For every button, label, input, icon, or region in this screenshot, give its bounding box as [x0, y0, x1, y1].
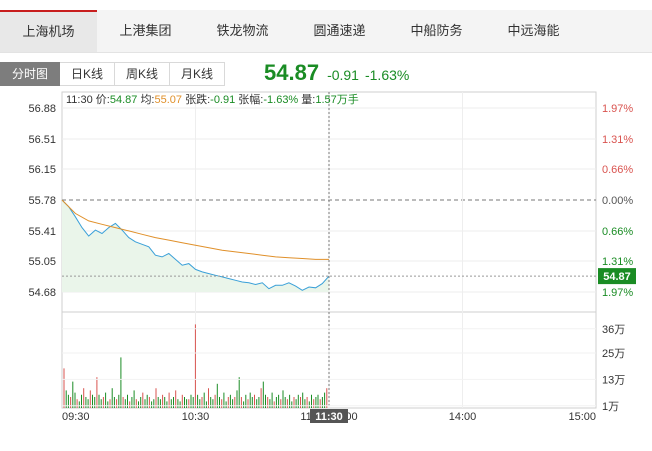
y-tick-left: 54.68	[28, 287, 56, 299]
current-price-tag	[598, 268, 636, 285]
y-tick-right: 1.31%	[602, 134, 633, 146]
y-tick-left: 56.15	[28, 164, 56, 176]
intraday-chart[interactable]: 56.88 1.97% 56.51 1.31% 56.15 0.66% 55.78 0.00%…	[0, 86, 652, 446]
info-segment: 1.57万手	[315, 92, 358, 106]
x-tick: 10:30	[182, 411, 210, 423]
period-tab-2[interactable]: 周K线	[115, 62, 171, 86]
y-tick-left: 55.05	[28, 256, 56, 268]
y-tick-left: 55.41	[28, 226, 56, 238]
volume-tick: 1万	[602, 401, 619, 413]
period-tab-0[interactable]: 分时图	[0, 62, 61, 86]
avg-line	[61, 199, 329, 260]
period-tabs: 分时图 日K线 周K线 月K线	[0, 62, 226, 86]
stock-tabs: 上海机场 上港集团 铁龙物流 圆通速递 中船防务 中远海能	[0, 10, 652, 53]
y-tick-left: 56.88	[28, 103, 56, 115]
info-segment: -0.91	[210, 94, 238, 106]
volume-tick: 36万	[602, 324, 625, 336]
price-line	[61, 199, 330, 291]
cursor-time-tag	[310, 409, 348, 423]
volume-tick: 13万	[602, 374, 625, 386]
info-segment: 量:	[301, 93, 315, 106]
stock-tab-2[interactable]: 铁龙物流	[216, 23, 269, 38]
quote-price: 54.87	[264, 60, 320, 85]
period-tab-3[interactable]: 月K线	[170, 62, 226, 86]
y-tick-right: 0.66%	[602, 164, 633, 176]
y-tick-right: 0.66%	[602, 226, 633, 238]
x-tick: 14:00	[449, 411, 477, 423]
quote-change: -0.91	[327, 67, 359, 83]
info-segment: 价:	[96, 93, 110, 106]
info-segment: 11:30	[66, 94, 96, 106]
info-line: 11:30 价:54.87 均:55.07 张跌:-0.91 张幅:-1.63%…	[66, 92, 359, 106]
y-tick-right: 1.97%	[602, 287, 633, 299]
info-segment: -1.63%	[263, 94, 301, 106]
y-tick-left: 55.78	[28, 195, 56, 207]
stock-tab-3[interactable]: 圆通速递	[313, 23, 366, 38]
info-segment: 54.87	[110, 94, 141, 106]
stock-tab-1[interactable]: 上港集团	[119, 23, 172, 38]
volume-tick: 25万	[602, 348, 625, 360]
current-price-tag-label: 54.87	[603, 271, 631, 283]
stock-tab-4[interactable]: 中船防务	[410, 23, 463, 38]
info-segment: 55.07	[155, 94, 186, 106]
x-tick: 09:30	[62, 411, 90, 423]
period-tab-1[interactable]: 日K线	[60, 62, 116, 86]
y-tick-right: 0.00%	[602, 195, 633, 207]
info-segment: 张跌:	[185, 92, 210, 106]
stock-tab-5[interactable]: 中远海能	[507, 23, 560, 38]
intraday-chart-svg[interactable]: 56.88 1.97% 56.51 1.31% 56.15 0.66% 55.78 0.00%…	[0, 86, 652, 446]
info-segment: 均:	[140, 93, 154, 106]
quote-change-pct: -1.63%	[364, 67, 410, 83]
y-tick-right: 1.97%	[602, 103, 633, 115]
quote-summary: 54.87 -0.91 -1.63%	[264, 60, 415, 88]
info-segment: 张幅:	[238, 93, 263, 106]
x-tick: 15:00	[568, 411, 596, 423]
stock-tab-0[interactable]: 上海机场	[0, 10, 97, 52]
y-tick-right: 1.31%	[602, 256, 633, 268]
price-area	[62, 200, 329, 292]
y-tick-left: 56.51	[28, 134, 56, 146]
cursor-time-label: 11:30	[315, 411, 343, 423]
